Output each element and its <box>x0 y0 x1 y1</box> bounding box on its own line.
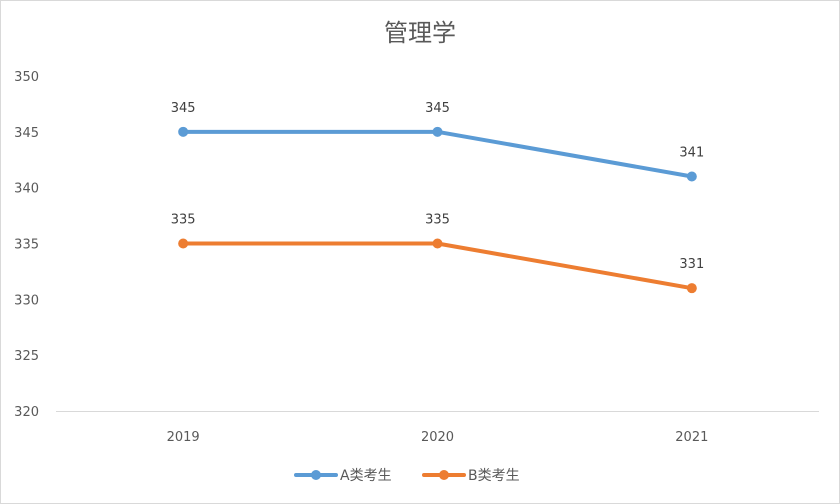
legend-item: B类考生 <box>422 468 520 484</box>
y-tick-label: 350 <box>14 70 39 85</box>
data-label: 345 <box>171 101 196 116</box>
x-tick-label: 2021 <box>675 430 708 445</box>
y-axis-ticks: 320 325 330 335 340 345 350 <box>14 70 39 420</box>
data-label: 335 <box>425 213 450 228</box>
series-layer: 345 345 341 335 335 331 <box>171 101 704 294</box>
data-point <box>686 171 697 182</box>
x-axis-ticks: 2019 2020 2021 <box>167 430 709 445</box>
x-tick-label: 2019 <box>167 430 200 445</box>
x-tick-label: 2020 <box>421 430 454 445</box>
legend-label: B类考生 <box>468 468 520 484</box>
data-point <box>686 283 697 294</box>
series-line <box>181 129 694 179</box>
series-2: 335 335 331 <box>171 213 704 294</box>
data-label: 331 <box>679 257 704 272</box>
data-point <box>432 126 443 137</box>
legend-label: A类考生 <box>340 468 392 484</box>
y-tick-label: 335 <box>14 238 39 253</box>
data-label: 341 <box>679 146 704 161</box>
series-1: 345 345 341 <box>171 101 704 182</box>
y-tick-label: 320 <box>14 405 39 420</box>
data-label: 335 <box>171 213 196 228</box>
y-tick-label: 340 <box>14 182 39 197</box>
series-line <box>181 241 694 291</box>
legend-item: A类考生 <box>294 468 392 484</box>
legend: A类考生 B类考生 <box>294 468 520 484</box>
y-tick-label: 345 <box>14 126 39 141</box>
y-tick-label: 325 <box>14 349 39 364</box>
data-point <box>432 238 443 249</box>
data-label: 345 <box>425 101 450 116</box>
legend-swatch-marker <box>311 470 321 480</box>
data-point <box>178 126 189 137</box>
chart-title: 管理学 <box>384 19 456 47</box>
y-tick-label: 330 <box>14 293 39 308</box>
data-point <box>178 238 189 249</box>
legend-swatch-marker <box>439 470 449 480</box>
